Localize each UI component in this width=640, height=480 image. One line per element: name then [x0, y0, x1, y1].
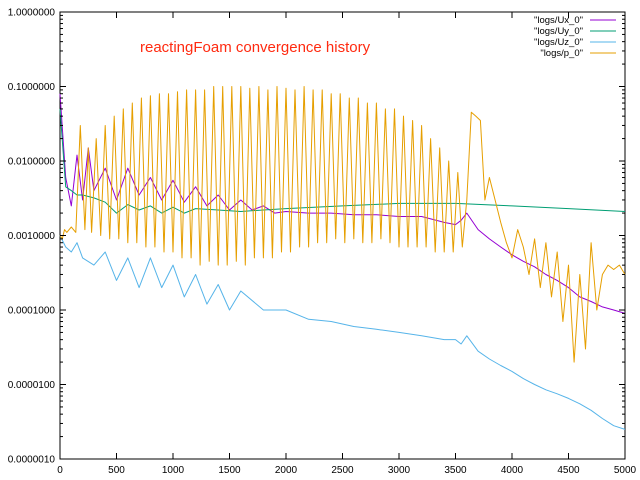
x-tick-label: 3500	[444, 465, 467, 476]
series-line-1	[59, 108, 626, 214]
x-tick-label: 1000	[162, 465, 185, 476]
chart-title: reactingFoam convergence history	[140, 39, 371, 56]
y-tick-label: 0.1000000	[8, 82, 56, 93]
y-tick-label: 0.0100000	[8, 157, 56, 168]
legend-label: "logs/Ux_0"	[534, 15, 583, 26]
series-line-2	[59, 235, 626, 430]
x-tick-label: 500	[108, 465, 125, 476]
legend-label: "logs/p_0"	[540, 48, 583, 59]
legend: "logs/Ux_0""logs/Uy_0""logs/Uz_0""logs/p…	[534, 15, 616, 59]
legend-label: "logs/Uz_0"	[534, 37, 583, 48]
series-line-0	[59, 93, 626, 314]
x-tick-label: 4000	[501, 465, 524, 476]
x-tick-label: 5000	[614, 465, 637, 476]
x-tick-label: 3000	[388, 465, 411, 476]
legend-label: "logs/Uy_0"	[534, 26, 583, 37]
y-tick-label: 0.0000100	[8, 380, 56, 391]
x-tick-label: 4500	[557, 465, 580, 476]
plot-frame	[59, 11, 626, 460]
x-tick-label: 1500	[218, 465, 241, 476]
y-tick-label: 0.0001000	[8, 306, 56, 317]
y-tick-label: 1.0000000	[8, 8, 56, 19]
series-line-3	[59, 86, 626, 363]
x-tick-label: 0	[57, 465, 63, 476]
y-tick-label: 0.0000010	[8, 455, 56, 466]
x-tick-label: 2500	[331, 465, 354, 476]
ticks-layer: 0 500 1000 1500 2000 2500 3000 3500 4000 4500 5000…	[8, 8, 637, 477]
x-tick-label: 2000	[275, 465, 298, 476]
series-layer	[59, 86, 626, 430]
y-tick-label: 0.0010000	[8, 231, 56, 242]
